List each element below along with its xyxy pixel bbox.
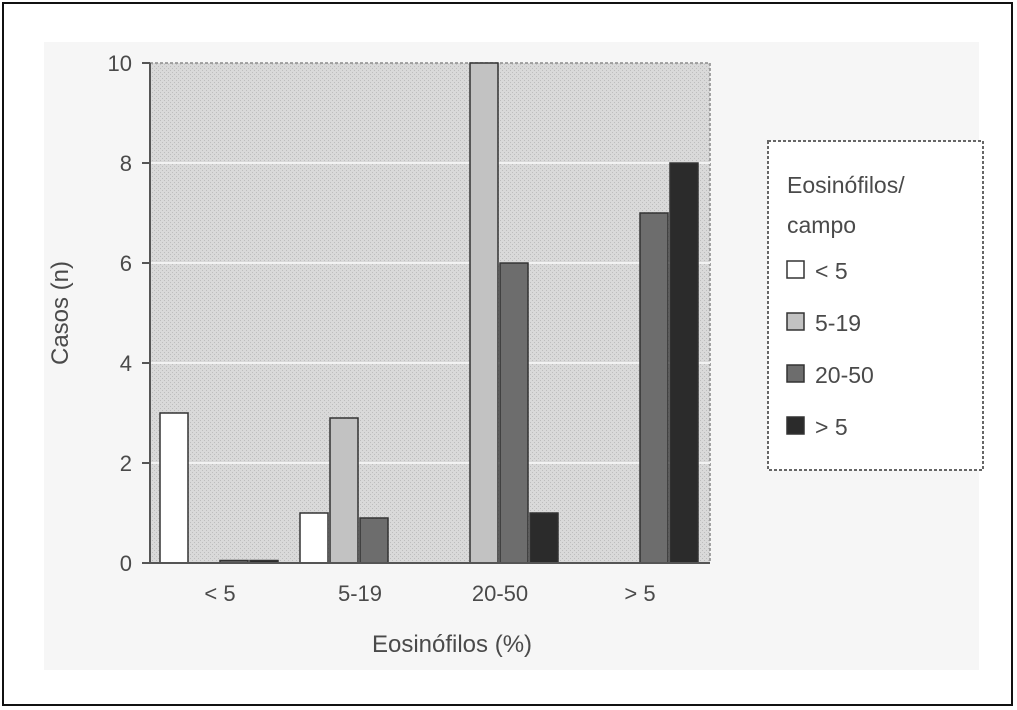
y-tick-label: 8 (120, 151, 132, 176)
x-tick-label: 5-19 (338, 581, 382, 606)
legend-label: 5-19 (815, 310, 861, 336)
y-tick-label: 0 (120, 551, 132, 576)
y-axis-label: Casos (n) (47, 261, 74, 365)
bar (359, 517, 389, 564)
bar (499, 262, 529, 564)
legend-label: 20-50 (815, 362, 874, 388)
bar (529, 512, 559, 564)
legend-swatch (786, 416, 805, 435)
y-tick-label: 10 (108, 51, 132, 76)
legend-swatch (786, 260, 805, 279)
x-axis-ticks: < 5 5-19 20-50 > 5 (204, 581, 655, 606)
legend-label: < 5 (815, 258, 848, 284)
legend-box (767, 140, 984, 471)
bar (299, 512, 329, 564)
legend-swatch (786, 364, 805, 383)
legend-title-line2: campo (787, 212, 856, 238)
bar (469, 62, 499, 564)
x-tick-label: 20-50 (472, 581, 528, 606)
legend-label: > 5 (815, 414, 848, 440)
y-axis-ticks: 0 2 4 6 8 10 (108, 51, 150, 576)
x-tick-label: < 5 (204, 581, 235, 606)
y-tick-label: 4 (120, 351, 132, 376)
bar (159, 412, 189, 564)
x-axis-label: Eosinófilos (%) (372, 631, 532, 658)
bars (159, 62, 699, 564)
y-tick-label: 2 (120, 451, 132, 476)
gridlines (150, 162, 710, 464)
legend-swatch (786, 312, 805, 331)
legend-items: < 5 5-19 20-50 > 5 (786, 258, 874, 440)
plot-area (149, 62, 711, 564)
x-tick-label: > 5 (624, 581, 655, 606)
bar (669, 162, 699, 564)
y-tick-label: 6 (120, 251, 132, 276)
bar (329, 417, 359, 564)
legend-title-line1: Eosinófilos/ (787, 172, 905, 198)
bar (639, 212, 669, 564)
legend: Eosinófilos/ campo < 5 5-19 20-50 > 5 (767, 140, 984, 471)
